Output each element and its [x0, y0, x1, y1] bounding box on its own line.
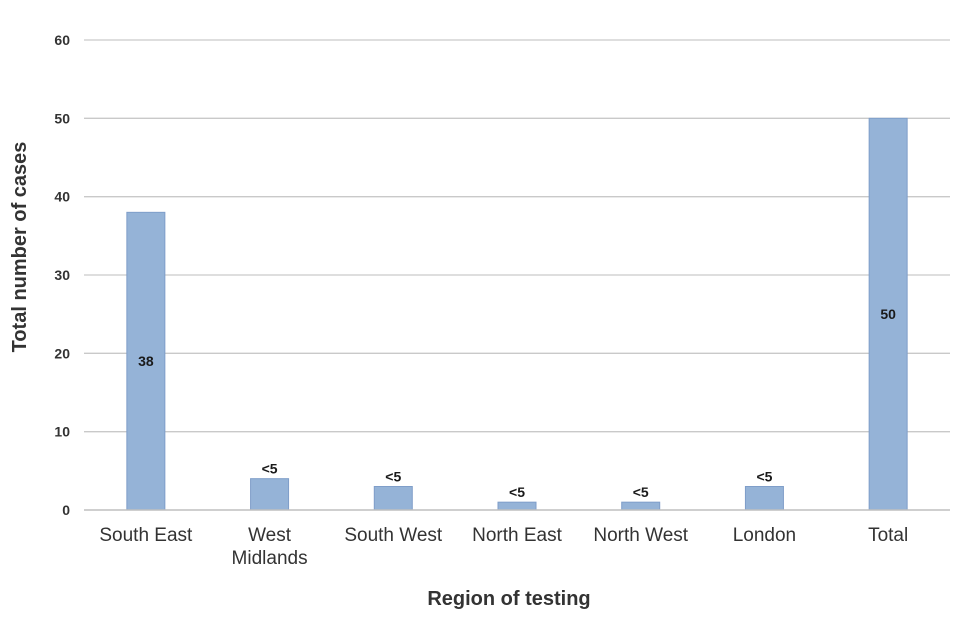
data-labels: 38 <5 <5 <5 <5 <5 50	[138, 306, 896, 500]
data-label: <5	[509, 484, 525, 500]
bar	[621, 501, 661, 511]
bar	[373, 486, 413, 511]
x-category-label: Midlands	[232, 548, 308, 569]
x-category-label: Total	[868, 525, 908, 546]
bars	[126, 117, 908, 511]
y-tick-label: 20	[54, 345, 70, 361]
data-label: 50	[880, 306, 896, 322]
x-category-label: North West	[593, 525, 688, 546]
gridlines	[84, 39, 950, 433]
bar	[497, 501, 537, 511]
y-tick-label: 10	[54, 424, 70, 440]
x-axis-title: Region of testing	[427, 588, 590, 610]
x-category-label: North East	[472, 525, 562, 546]
x-category-label: South West	[344, 525, 443, 546]
x-category-label: London	[733, 525, 796, 546]
x-category-label: South East	[99, 525, 193, 546]
data-label: <5	[385, 469, 401, 485]
y-tick-label: 50	[54, 110, 70, 126]
data-label: <5	[633, 484, 649, 500]
data-label: <5	[756, 469, 772, 485]
bar	[744, 486, 784, 511]
data-label: <5	[262, 461, 278, 477]
y-tick-label: 30	[54, 267, 70, 283]
y-tick-label: 60	[54, 32, 70, 48]
y-axis-ticks: 0 10 20 30 40 50 60	[54, 32, 70, 518]
y-tick-label: 0	[62, 502, 70, 518]
y-axis-title: Total number of cases	[9, 142, 31, 353]
bar	[250, 478, 290, 511]
x-category-label: West	[248, 525, 292, 546]
data-label: 38	[138, 353, 154, 369]
y-tick-label: 40	[54, 189, 70, 205]
bar	[868, 117, 908, 511]
